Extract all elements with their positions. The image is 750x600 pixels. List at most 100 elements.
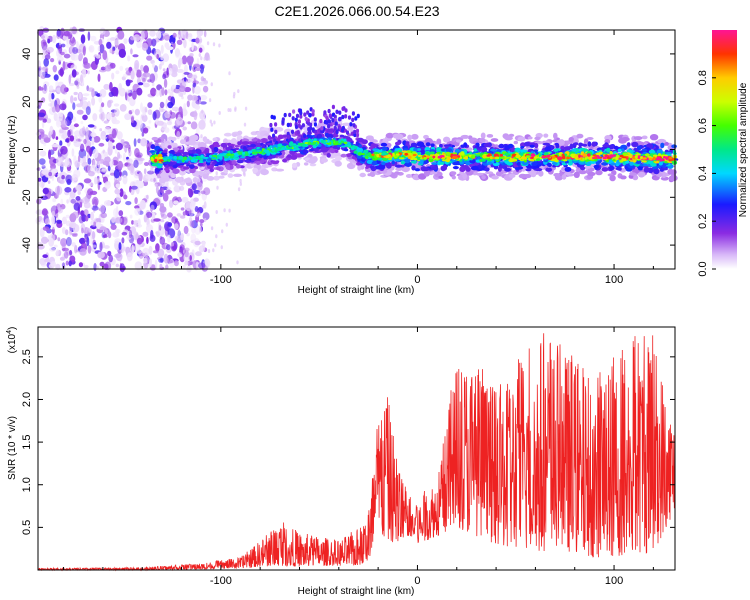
ridge-blob (236, 159, 244, 164)
ridge-blob (529, 144, 535, 148)
noise-blob (62, 61, 70, 70)
noise-blob (59, 129, 64, 134)
noise-blob (73, 97, 78, 102)
noise-blob (137, 157, 145, 162)
noise-blob (125, 79, 131, 87)
noise-blob (65, 138, 69, 143)
noise-blob (61, 216, 67, 225)
noise-blob (115, 48, 120, 56)
noise-blob (76, 103, 83, 108)
ridge-blob (223, 138, 228, 144)
noise-blob (48, 171, 52, 177)
noise-blob (210, 226, 214, 231)
noise-blob (194, 85, 201, 95)
noise-blob (48, 85, 54, 92)
ridge-blob (149, 150, 156, 153)
ridge-blob (353, 150, 358, 154)
ridge-blob (183, 166, 190, 170)
noise-blob (166, 67, 169, 76)
noise-blob (134, 147, 140, 158)
ridge-blob (233, 173, 242, 177)
noise-blob (51, 143, 59, 148)
noise-blob (70, 198, 77, 204)
noise-blob (42, 118, 47, 123)
ridge-blob (395, 167, 403, 172)
ridge-blob (563, 146, 571, 152)
ridge-blob (659, 168, 664, 172)
noise-blob (41, 43, 44, 47)
ridge-blob (227, 173, 234, 178)
noise-blob (142, 77, 146, 82)
ridge-blob (629, 172, 637, 176)
noise-blob (175, 52, 182, 59)
noise-blob (143, 168, 147, 175)
noise-blob (131, 185, 138, 190)
noise-blob (90, 35, 97, 42)
ridge-blob (641, 148, 648, 152)
ridge-blob (464, 156, 469, 160)
noise-blob (88, 228, 92, 233)
ridge-blob (504, 156, 509, 159)
ridge-blob (452, 166, 459, 170)
noise-blob (56, 56, 64, 62)
noise-blob (174, 235, 181, 242)
noise-blob (40, 195, 48, 200)
ridge-blob (553, 173, 561, 177)
noise-blob (42, 46, 49, 56)
noise-blob (193, 96, 199, 101)
noise-blob (40, 134, 49, 140)
ridge-blob (595, 169, 603, 176)
ridge-blob (481, 158, 486, 162)
noise-blob (119, 65, 124, 71)
noise-blob (94, 176, 98, 185)
ridge-blob (313, 148, 320, 152)
noise-blob (141, 132, 145, 137)
ridge-blob (547, 146, 551, 152)
noise-blob (193, 64, 200, 69)
noise-blob (46, 118, 52, 124)
noise-blob (66, 41, 70, 49)
ridge-blob (365, 166, 369, 169)
ridge-blob (229, 164, 234, 170)
noise-blob (68, 74, 72, 84)
ridge-blob (619, 175, 627, 180)
ridge-blob (286, 154, 292, 158)
noise-blob (198, 99, 202, 104)
ridge-blob (460, 134, 470, 139)
noise-blob (203, 113, 206, 118)
ridge-blob (644, 153, 650, 157)
noise-blob (208, 98, 212, 103)
ridge-blob (241, 141, 250, 145)
noise-blob (103, 263, 109, 270)
noise-blob (37, 177, 42, 182)
noise-blob (78, 52, 84, 60)
noise-blob (158, 63, 162, 70)
ridge-blob (367, 173, 372, 177)
ridge-blob (307, 158, 317, 164)
noise-blob (166, 186, 172, 191)
noise-blob (61, 247, 69, 252)
noise-blob (159, 101, 165, 109)
noise-blob (93, 221, 96, 226)
noise-blob (69, 27, 74, 35)
noise-blob (104, 65, 112, 72)
noise-blob (107, 165, 111, 172)
noise-blob (154, 259, 158, 269)
noise-blob (90, 132, 97, 138)
noise-blob (88, 182, 94, 187)
noise-blob (186, 100, 190, 108)
noise-blob (122, 152, 126, 162)
noise-blob (189, 201, 196, 210)
noise-blob (143, 162, 150, 166)
ridge-blob (302, 150, 308, 154)
noise-blob (44, 218, 51, 225)
ridge-blob (164, 167, 170, 172)
noise-blob (146, 55, 153, 61)
noise-blob (118, 210, 124, 217)
noise-blob (138, 171, 143, 182)
ridge-blob (431, 162, 438, 165)
noise-blob (70, 52, 76, 61)
noise-blob (37, 215, 43, 221)
ridge-blob (282, 158, 288, 163)
ridge-blob (649, 134, 659, 141)
